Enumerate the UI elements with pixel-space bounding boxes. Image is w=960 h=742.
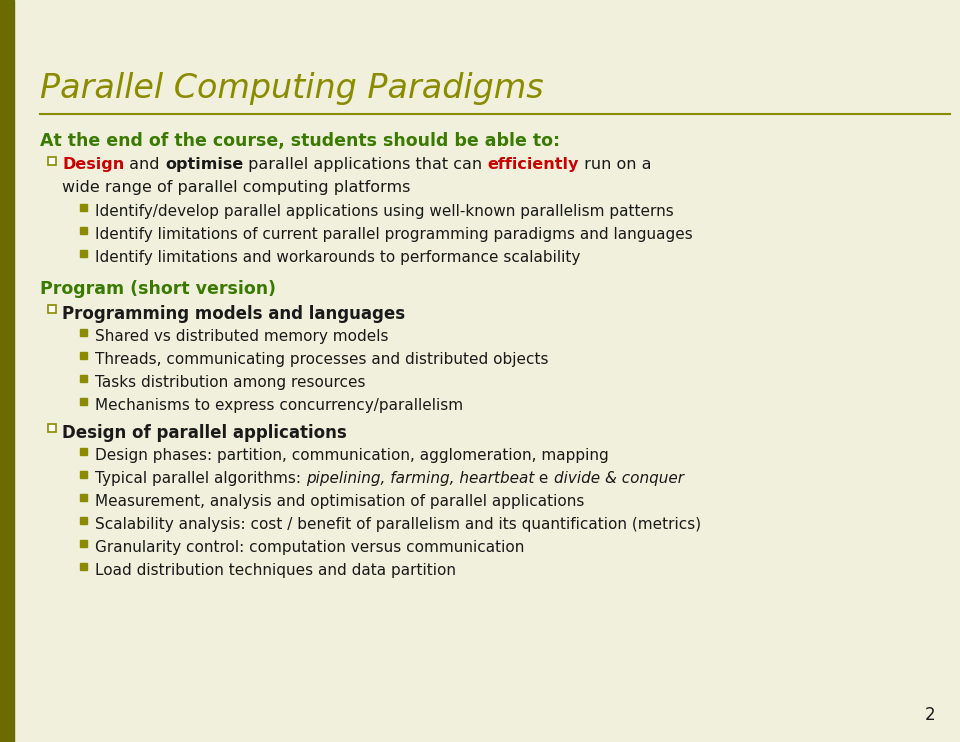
Text: Programming models and languages: Programming models and languages (62, 305, 405, 323)
Text: pipelining, farming, heartbeat: pipelining, farming, heartbeat (306, 471, 535, 486)
Bar (80, 352, 87, 358)
Text: Typical parallel algorithms:: Typical parallel algorithms: (95, 471, 306, 486)
Text: Shared vs distributed memory models: Shared vs distributed memory models (95, 329, 389, 344)
Bar (80, 249, 87, 257)
Text: run on a: run on a (579, 157, 651, 172)
Text: efficiently: efficiently (488, 157, 579, 172)
Bar (80, 516, 87, 524)
Bar (80, 203, 87, 211)
Bar (80, 470, 87, 478)
Bar (80, 226, 87, 234)
Text: e: e (535, 471, 554, 486)
Bar (48, 305, 56, 313)
Text: At the end of the course, students should be able to:: At the end of the course, students shoul… (40, 132, 560, 150)
Text: Identify limitations of current parallel programming paradigms and languages: Identify limitations of current parallel… (95, 227, 693, 242)
Text: 2: 2 (924, 706, 935, 724)
Text: Identify limitations and workarounds to performance scalability: Identify limitations and workarounds to … (95, 250, 581, 265)
Bar (48, 424, 56, 432)
Bar (80, 493, 87, 501)
Text: Granularity control: computation versus communication: Granularity control: computation versus … (95, 540, 524, 555)
Bar (80, 447, 87, 455)
Bar (48, 157, 56, 165)
Text: parallel applications that can: parallel applications that can (243, 157, 488, 172)
Text: and: and (124, 157, 165, 172)
Text: divide & conquer: divide & conquer (554, 471, 684, 486)
Text: Measurement, analysis and optimisation of parallel applications: Measurement, analysis and optimisation o… (95, 494, 585, 509)
Text: Identify/develop parallel applications using well-known parallelism patterns: Identify/develop parallel applications u… (95, 204, 674, 219)
Text: Load distribution techniques and data partition: Load distribution techniques and data pa… (95, 563, 456, 578)
Bar (80, 562, 87, 570)
Bar (80, 375, 87, 381)
Text: Parallel Computing Paradigms: Parallel Computing Paradigms (40, 72, 543, 105)
Text: Threads, communicating processes and distributed objects: Threads, communicating processes and dis… (95, 352, 548, 367)
Text: Design phases: partition, communication, agglomeration, mapping: Design phases: partition, communication,… (95, 448, 609, 463)
Text: wide range of parallel computing platforms: wide range of parallel computing platfor… (62, 180, 410, 195)
Text: Design of parallel applications: Design of parallel applications (62, 424, 347, 442)
Bar (80, 398, 87, 404)
Bar (80, 329, 87, 335)
Text: Program (short version): Program (short version) (40, 280, 276, 298)
Text: Scalability analysis: cost / benefit of parallelism and its quantification (metr: Scalability analysis: cost / benefit of … (95, 517, 701, 532)
Text: optimise: optimise (165, 157, 243, 172)
Text: Design: Design (62, 157, 124, 172)
Text: Mechanisms to express concurrency/parallelism: Mechanisms to express concurrency/parall… (95, 398, 463, 413)
Bar (80, 539, 87, 547)
Bar (0, 0, 14, 742)
Text: Tasks distribution among resources: Tasks distribution among resources (95, 375, 366, 390)
